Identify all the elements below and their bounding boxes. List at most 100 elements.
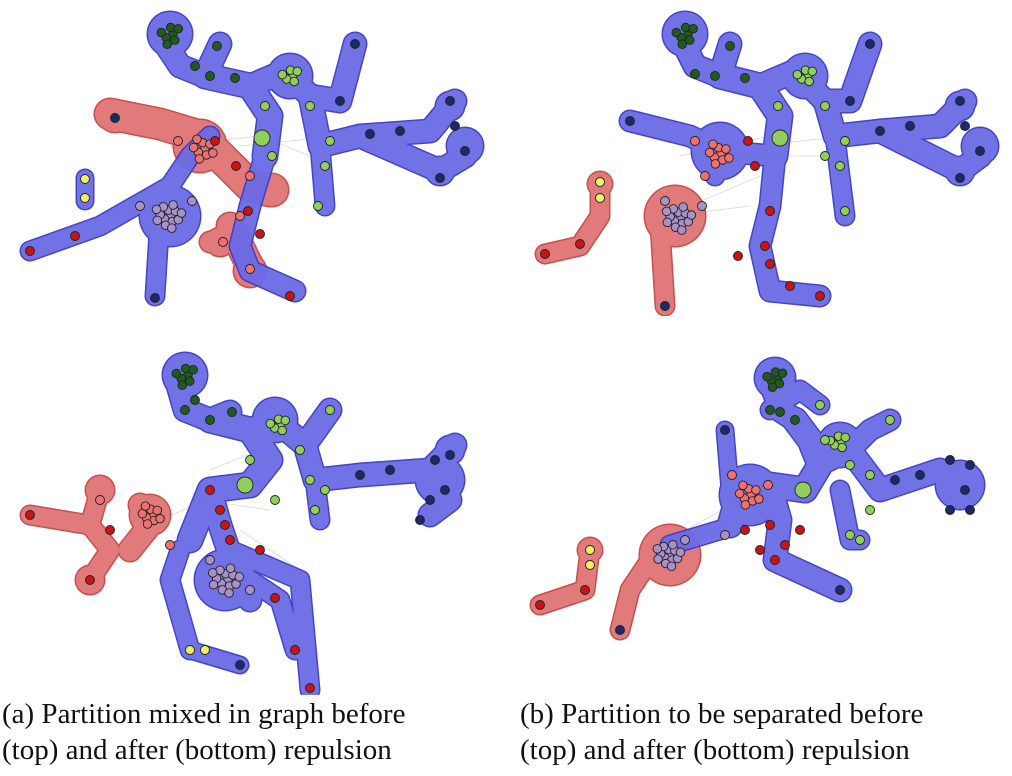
graph-node	[945, 455, 955, 465]
graph-node	[289, 76, 299, 87]
graph-node	[855, 535, 865, 545]
graph-node	[794, 481, 812, 499]
graph-node	[168, 200, 178, 210]
graph-node	[325, 405, 335, 415]
graph-node	[815, 400, 825, 410]
graph-node	[80, 174, 90, 184]
graph-node	[785, 281, 795, 291]
graph-node	[176, 208, 187, 218]
graph-node	[835, 161, 845, 171]
graph-node	[835, 585, 845, 595]
graph-node	[253, 129, 271, 147]
graph-node	[580, 585, 590, 595]
graph-node	[771, 129, 789, 147]
graph-node	[156, 27, 167, 38]
caption-a: (a) Partition mixed in graph before (top…	[2, 696, 405, 768]
graph-node	[955, 96, 965, 106]
graph-node	[660, 196, 670, 206]
graph-node	[285, 291, 295, 301]
graph-node	[762, 371, 772, 382]
graph-node	[270, 593, 280, 603]
graph-node	[165, 540, 175, 550]
graph-node	[265, 418, 276, 429]
graph-node	[704, 147, 715, 158]
graph-node	[435, 173, 445, 183]
graph-node	[235, 660, 245, 670]
graph-node	[70, 231, 80, 241]
node-group	[535, 367, 975, 635]
graph-node	[865, 505, 875, 515]
graph-node	[795, 525, 805, 535]
graph-node	[727, 470, 737, 480]
graph-node	[875, 126, 885, 136]
graph-node	[230, 73, 240, 83]
graph-node	[460, 146, 470, 156]
graph-node	[355, 470, 365, 480]
graph-node	[224, 588, 234, 598]
graph-node	[955, 173, 965, 183]
graph-node	[777, 368, 788, 378]
graph-node	[295, 445, 305, 455]
node-group	[540, 22, 985, 311]
graph-node	[270, 495, 280, 505]
graph-node	[245, 171, 255, 181]
graph-node	[688, 24, 698, 34]
graph-node	[710, 159, 721, 169]
graph-node	[385, 465, 395, 475]
graph-node	[733, 251, 743, 261]
graph-node	[25, 510, 35, 520]
graph-node	[792, 69, 803, 80]
graph-node	[267, 151, 277, 161]
graph-node	[677, 225, 687, 235]
graph-node	[140, 501, 151, 511]
graph-node	[180, 405, 190, 415]
graph-node	[743, 136, 753, 146]
graph-node	[194, 154, 205, 164]
graph-node	[415, 515, 425, 525]
graph-node	[700, 171, 710, 181]
graph-node	[313, 201, 323, 211]
graph-node	[245, 455, 255, 465]
graph-node	[773, 101, 783, 111]
graph-node	[245, 585, 255, 595]
graph-node	[210, 136, 220, 146]
graph-node	[820, 151, 830, 161]
graph-node	[755, 545, 765, 555]
graph-node	[666, 561, 677, 571]
graph-node	[668, 540, 678, 550]
graph-node	[840, 136, 850, 146]
graph-node	[165, 22, 176, 33]
graph-node	[845, 530, 855, 540]
graph-node	[212, 41, 222, 51]
graph-node	[740, 500, 751, 510]
graph-node	[110, 113, 120, 123]
graph-node	[660, 301, 670, 311]
graph-node	[180, 363, 191, 374]
graph-node	[905, 121, 915, 131]
graph-panel-a-before	[19, 10, 485, 307]
graph-node	[445, 96, 455, 106]
graph-node	[25, 246, 35, 256]
graph-node	[765, 259, 775, 269]
graph-node	[173, 24, 183, 34]
graph-node	[585, 545, 595, 555]
graph-node	[770, 555, 780, 565]
graph-node	[105, 525, 115, 535]
graph-node	[208, 148, 218, 158]
partition-red-separated	[534, 170, 707, 316]
graph-node	[595, 193, 605, 203]
graph-node	[678, 202, 688, 212]
graph-node	[188, 142, 199, 153]
graph-node	[430, 455, 440, 465]
graph-node	[865, 39, 875, 49]
graph-node	[350, 39, 360, 49]
graph-node	[804, 76, 814, 87]
graph-node	[763, 480, 773, 490]
graph-node	[310, 505, 320, 515]
graph-node	[320, 161, 330, 171]
graph-node	[95, 495, 105, 505]
graph-node	[80, 193, 90, 203]
graph-node	[595, 177, 605, 187]
graph-node	[445, 450, 455, 460]
